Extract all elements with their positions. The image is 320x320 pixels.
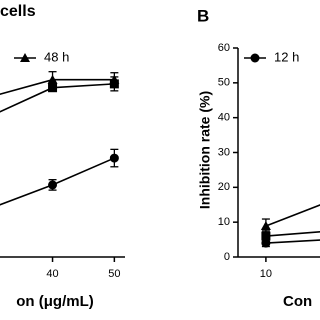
legend-marker [250,53,260,63]
panel-letter: B [197,6,209,25]
legend-label: 12 h [274,49,299,64]
legend-label: 48 h [44,49,69,64]
y-tick-label: 60 [218,42,230,54]
y-tick-label: 40 [218,112,230,124]
legend-marker [20,53,30,62]
y-tick-label: 10 [218,216,230,228]
y-tick-label: 0 [224,251,230,263]
series-line [0,157,115,206]
series-line [265,204,320,227]
series-line [265,239,320,244]
y-tick-label: 20 [218,181,230,193]
x-axis-label: on (μg/mL) [16,293,94,310]
marker [109,153,119,163]
y-axis-label: Inhibition rate (%) [197,91,213,209]
series-line [0,78,115,96]
marker [260,220,271,230]
y-tick-label: 50 [218,77,230,89]
marker [261,238,271,248]
marker [48,83,58,93]
x-axis-label: Con [283,293,312,310]
panel-title: cells [0,3,36,20]
series-line [265,231,320,237]
x-tick-label: 40 [46,268,58,280]
y-tick-label: 30 [218,146,230,158]
marker [109,79,119,89]
plot-area [0,71,120,206]
marker [48,180,58,190]
marker [47,74,58,84]
x-tick-label: 10 [260,268,272,280]
marker [261,231,271,241]
x-tick-label: 50 [108,268,120,280]
plot-area [260,204,320,248]
